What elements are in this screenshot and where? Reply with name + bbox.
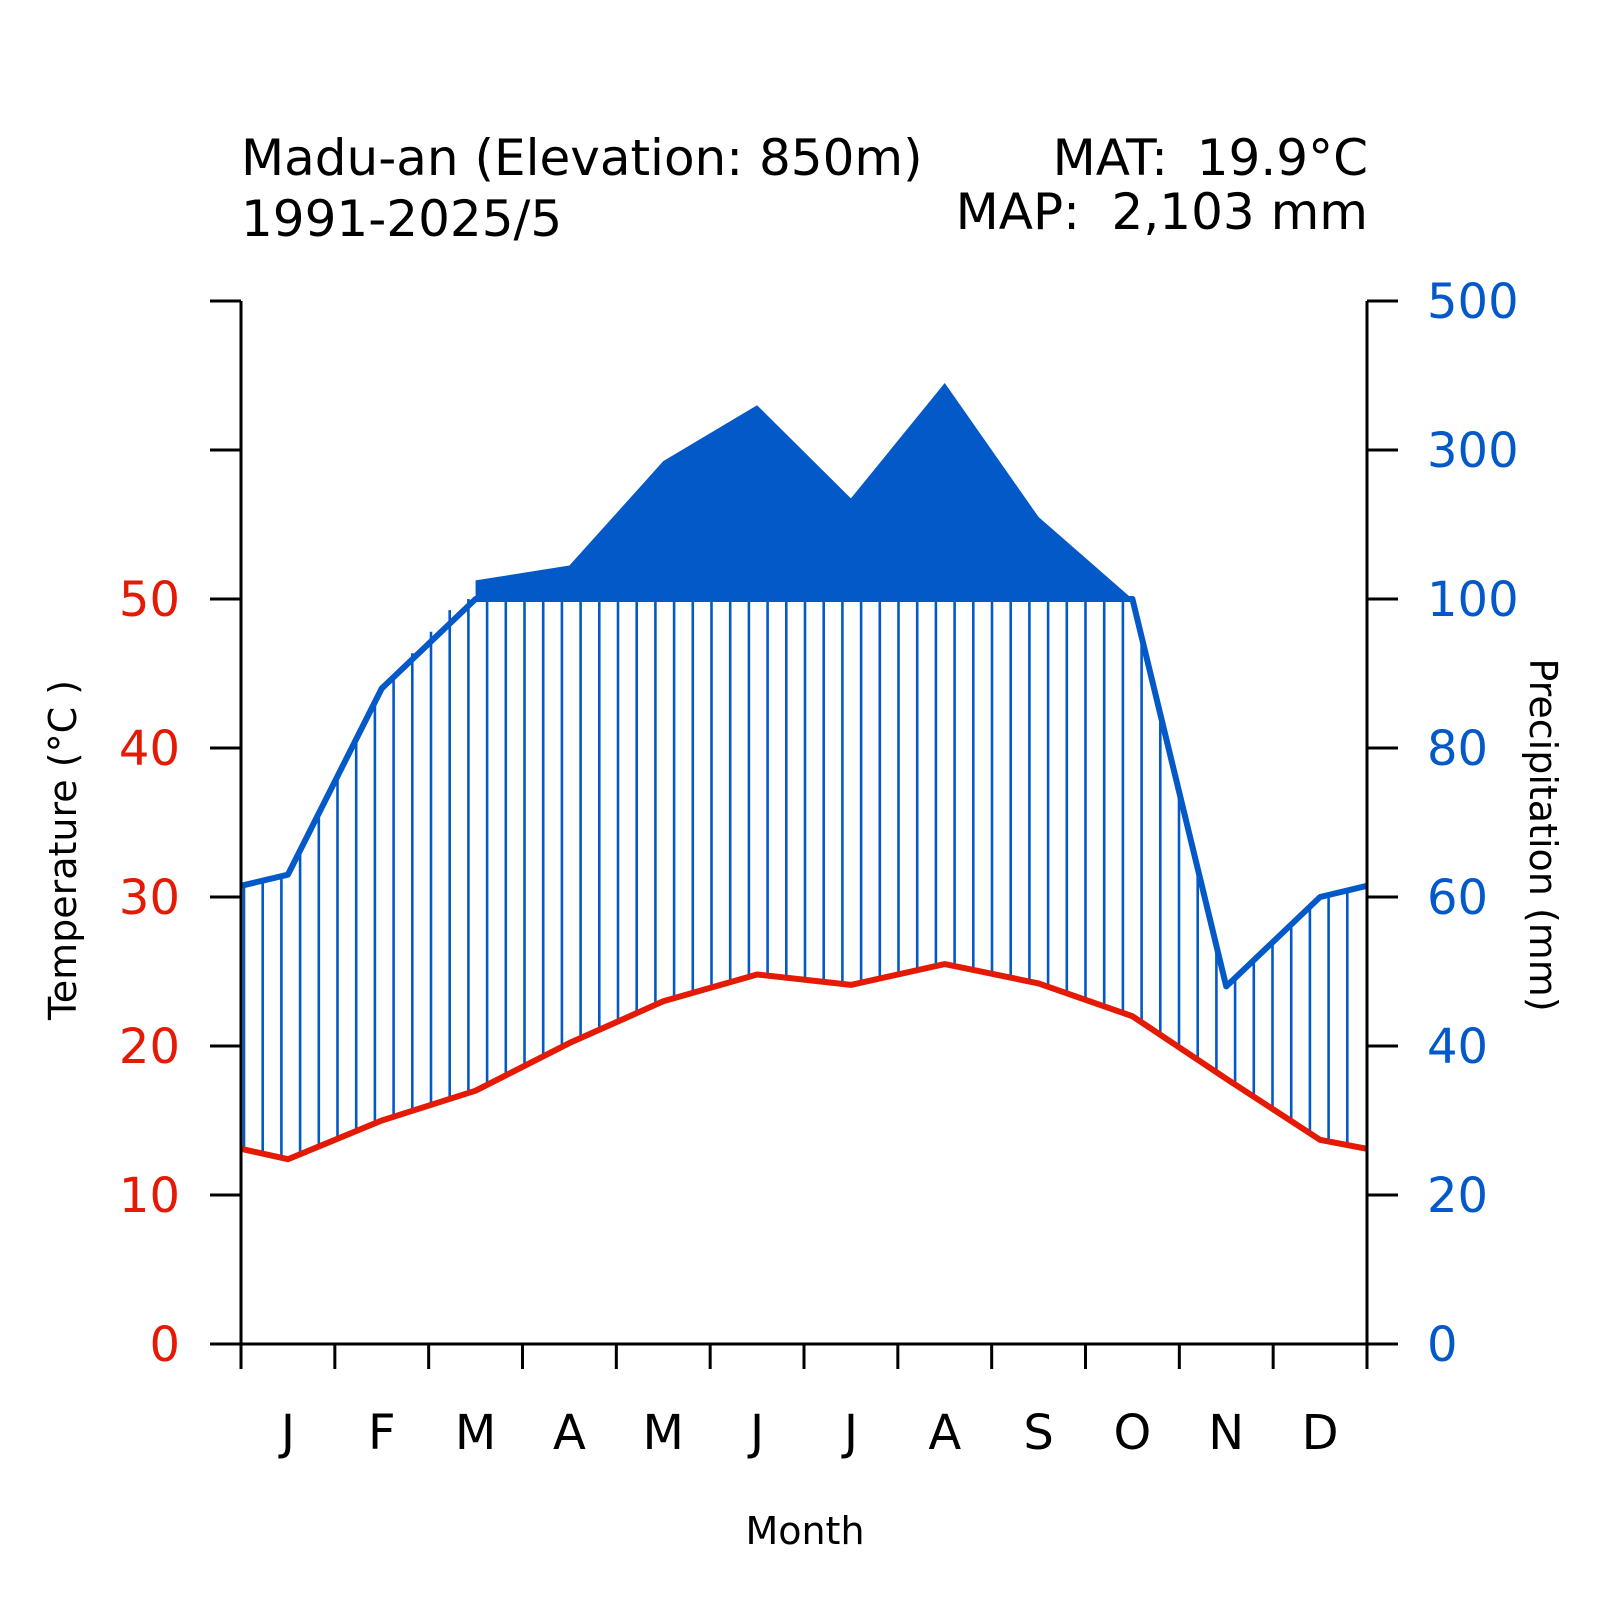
month-tick-label: O [1114, 1405, 1152, 1461]
station-title: Madu-an (Elevation: 850m) [241, 129, 923, 187]
precipitation-tick-label: 300 [1427, 423, 1519, 479]
precipitation-tick-label: 0 [1427, 1317, 1458, 1373]
precipitation-tick-label: 100 [1427, 572, 1519, 628]
series-lines [240, 596, 1368, 1163]
temperature-line [240, 961, 1368, 1163]
month-tick-label: A [553, 1405, 586, 1461]
month-tick-label: M [643, 1405, 684, 1461]
temperature-tick-label: 40 [119, 721, 180, 777]
precipitation-tick-label: 60 [1427, 870, 1488, 926]
temperature-tick-label: 50 [119, 572, 180, 628]
month-tick-label: F [368, 1405, 396, 1461]
month-tick-label: N [1208, 1405, 1244, 1461]
precipitation-tick-label: 80 [1427, 721, 1488, 777]
map-label: MAP: [956, 183, 1080, 241]
axes [210, 299, 1398, 1369]
month-tick-label: D [1302, 1405, 1339, 1461]
mat-label: MAT: [1053, 129, 1168, 187]
map-value: 2,103 mm [1112, 183, 1368, 241]
precipitation-line [240, 596, 1368, 990]
month-tick-label: A [928, 1405, 961, 1461]
y-axis-right-title: Precipitation (mm) [1521, 658, 1565, 1011]
humid-period-hatching [242, 599, 1349, 1158]
month-tick-label: S [1023, 1405, 1053, 1461]
month-tick-label: J [278, 1405, 295, 1461]
month-tick-label: J [841, 1405, 858, 1461]
period-label: 1991-2025/5 [241, 190, 562, 248]
precipitation-tick-label: 500 [1427, 274, 1519, 330]
precipitation-tick-label: 40 [1427, 1019, 1488, 1075]
x-axis-title: Month [745, 1509, 864, 1553]
temperature-tick-label: 0 [149, 1317, 180, 1373]
precipitation-excess-fill [475, 382, 1133, 599]
temperature-tick-label: 30 [119, 870, 180, 926]
month-tick-label: J [747, 1405, 764, 1461]
month-tick-label: M [455, 1405, 496, 1461]
temperature-tick-label: 20 [119, 1019, 180, 1075]
mat-value: 19.9°C [1197, 129, 1368, 187]
temperature-tick-label: 10 [119, 1168, 180, 1224]
y-axis-left-title: Temperature (°C ) [41, 680, 85, 1021]
precipitation-surplus-area [475, 382, 1133, 599]
precipitation-tick-label: 20 [1427, 1168, 1488, 1224]
